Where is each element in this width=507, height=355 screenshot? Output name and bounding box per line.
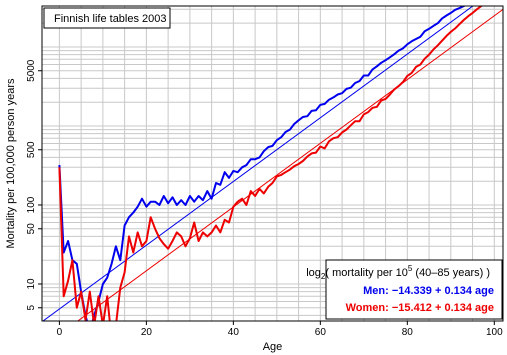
legend-heading: log2( mortality per 105 (40–85 years) ): [306, 264, 490, 281]
fit-line-men: [42, 6, 474, 321]
legend-item-men: Men: −14.339 + 0.134 age: [363, 285, 494, 297]
y-tick-label: 100: [26, 196, 37, 213]
y-axis: 5 10 50 100 500 5000: [26, 59, 42, 311]
x-axis-label: Age: [263, 341, 283, 353]
y-tick-label: 5: [26, 305, 37, 311]
title-box: Finnish life tables 2003: [43, 7, 171, 29]
chart-title: Finnish life tables 2003: [54, 13, 167, 25]
y-tick-label: 500: [26, 141, 37, 158]
x-tick-label: 20: [141, 327, 153, 338]
y-tick-label: 5000: [26, 59, 37, 82]
legend-item-women: Women: −15.412 + 0.134 age: [346, 302, 494, 314]
y-tick-label: 50: [26, 223, 37, 235]
y-tick-label: 10: [26, 278, 37, 290]
legend: log2( mortality per 105 (40–85 years) ) …: [306, 259, 503, 320]
x-axis: 0 20 40 60 80 100: [57, 321, 503, 338]
y-axis-label: Mortality per 100,000 person years: [5, 78, 17, 248]
fit-lines: [42, 6, 503, 321]
x-tick-label: 60: [315, 327, 327, 338]
fit-line-women: [76, 9, 503, 321]
series-line-men: [58, 6, 466, 321]
x-tick-label: 80: [402, 327, 414, 338]
x-tick-label: 0: [57, 327, 63, 338]
series-line-women: [58, 6, 484, 321]
series-lines: [58, 6, 484, 321]
plot-frame: [41, 5, 504, 322]
x-tick-label: 100: [486, 327, 503, 338]
x-tick-label: 40: [228, 327, 240, 338]
